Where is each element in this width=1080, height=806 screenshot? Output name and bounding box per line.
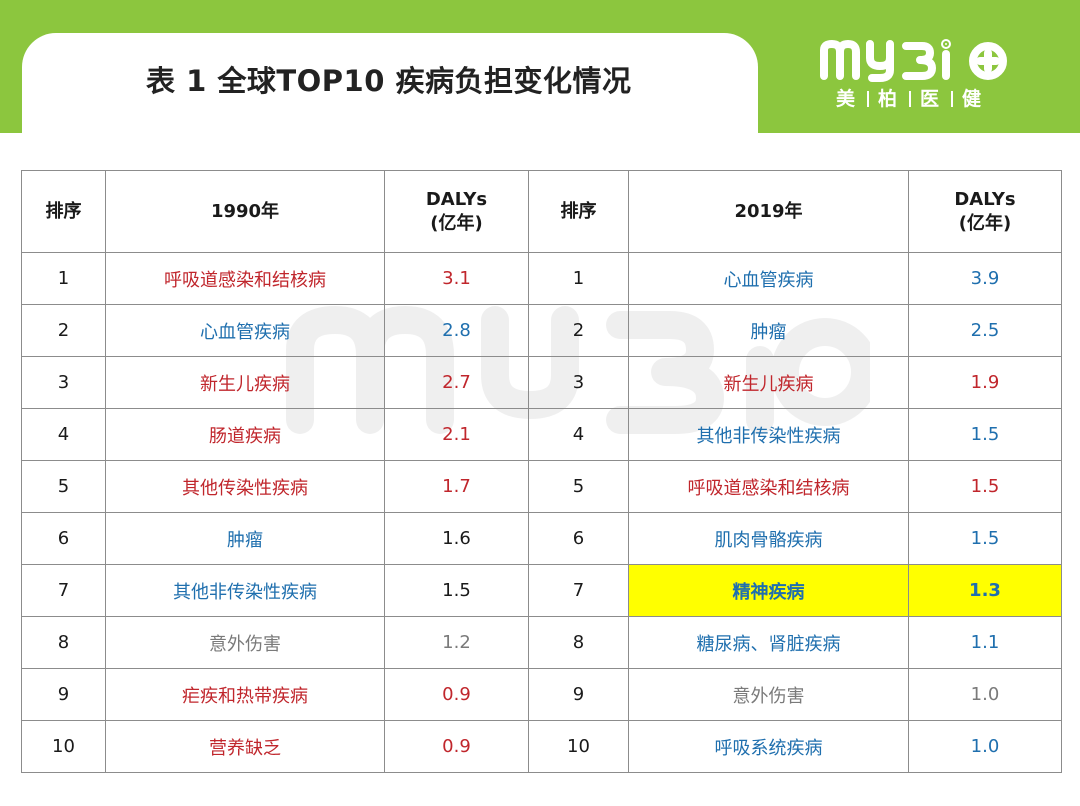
disease-1990-cell: 其他传染性疾病 [105, 460, 385, 513]
dalys-1990-cell: 1.5 [384, 564, 529, 617]
header-dalys-unit: (亿年) [430, 212, 483, 234]
table-header-row: 排序 1990年 DALYs (亿年) 排序 2019年 DALYs (亿年) [21, 170, 1062, 253]
table-row: 9 疟疾和热带疾病 0.9 9 意外伤害 1.0 [21, 668, 1062, 721]
rank-cell: 7 [528, 564, 629, 617]
header-dalys-label: DALYs [425, 188, 488, 210]
header-year-1990: 1990年 [105, 170, 385, 253]
logo-sub-char: 美 [836, 88, 859, 110]
rank-cell: 3 [21, 356, 106, 409]
disease-1990-cell: 疟疾和热带疾病 [105, 668, 385, 721]
dalys-2019-cell: 1.5 [908, 460, 1062, 513]
dalys-1990-cell: 2.7 [384, 356, 529, 409]
header-rank-1990: 排序 [21, 170, 106, 253]
logo-separator [867, 91, 870, 107]
page-title: 表 1 全球TOP10 疾病负担变化情况 [146, 64, 632, 98]
disease-2019-cell: 糖尿病、肾脏疾病 [628, 616, 909, 669]
logo-separator [951, 91, 954, 107]
title-tab [22, 33, 758, 145]
logo-wordmark [820, 39, 1007, 82]
disease-1990-cell: 新生儿疾病 [105, 356, 385, 409]
logo-sub-char: 健 [962, 88, 985, 110]
disease-1990-cell: 肿瘤 [105, 512, 385, 565]
header-dalys-unit: (亿年) [958, 212, 1012, 234]
disease-burden-table: 排序 1990年 DALYs (亿年) 排序 2019年 DALYs (亿年) 1 … [21, 170, 1062, 773]
rank-cell: 8 [528, 616, 629, 669]
disease-2019-cell: 心血管疾病 [628, 252, 909, 305]
dalys-1990-cell: 0.9 [384, 720, 529, 773]
rank-cell: 8 [21, 616, 106, 669]
dalys-2019-cell: 3.9 [908, 252, 1062, 305]
rank-cell: 6 [21, 512, 106, 565]
rank-cell: 3 [528, 356, 629, 409]
header-dalys-2019: DALYs (亿年) [908, 170, 1062, 253]
disease-1990-cell: 呼吸道感染和结核病 [105, 252, 385, 305]
dalys-2019-cell: 1.5 [908, 512, 1062, 565]
dalys-2019-cell: 1.0 [908, 720, 1062, 773]
disease-2019-cell: 呼吸道感染和结核病 [628, 460, 909, 513]
table-row: 3 新生儿疾病 2.7 3 新生儿疾病 1.9 [21, 356, 1062, 409]
disease-2019-cell-highlighted: 精神疾病 [628, 564, 909, 617]
dalys-1990-cell: 2.8 [384, 304, 529, 357]
table-row: 8 意外伤害 1.2 8 糖尿病、肾脏疾病 1.1 [21, 616, 1062, 669]
dalys-2019-cell: 1.5 [908, 408, 1062, 461]
disease-2019-cell: 呼吸系统疾病 [628, 720, 909, 773]
header-year-2019: 2019年 [628, 170, 909, 253]
table-row: 6 肿瘤 1.6 6 肌肉骨骼疾病 1.5 [21, 512, 1062, 565]
rank-cell: 5 [21, 460, 106, 513]
dalys-1990-cell: 1.6 [384, 512, 529, 565]
dalys-1990-cell: 2.1 [384, 408, 529, 461]
logo-separator [909, 91, 912, 107]
table-row: 4 肠道疾病 2.1 4 其他非传染性疾病 1.5 [21, 408, 1062, 461]
rank-cell: 2 [528, 304, 629, 357]
dalys-2019-cell: 1.0 [908, 668, 1062, 721]
dalys-1990-cell: 0.9 [384, 668, 529, 721]
dalys-2019-cell: 1.1 [908, 616, 1062, 669]
disease-1990-cell: 营养缺乏 [105, 720, 385, 773]
disease-2019-cell: 肿瘤 [628, 304, 909, 357]
disease-2019-cell: 新生儿疾病 [628, 356, 909, 409]
rank-cell: 9 [21, 668, 106, 721]
dalys-2019-cell: 1.9 [908, 356, 1062, 409]
dalys-2019-cell: 2.5 [908, 304, 1062, 357]
rank-cell: 10 [528, 720, 629, 773]
table-row: 1 呼吸道感染和结核病 3.1 1 心血管疾病 3.9 [21, 252, 1062, 305]
logo-sub-char: 柏 [878, 88, 901, 110]
dalys-2019-cell-highlighted: 1.3 [908, 564, 1062, 617]
rank-cell: 4 [528, 408, 629, 461]
header-dalys-1990: DALYs (亿年) [384, 170, 529, 253]
dalys-1990-cell: 1.2 [384, 616, 529, 669]
disease-2019-cell: 其他非传染性疾病 [628, 408, 909, 461]
rank-cell: 4 [21, 408, 106, 461]
rank-cell: 10 [21, 720, 106, 773]
disease-1990-cell: 意外伤害 [105, 616, 385, 669]
disease-2019-cell: 意外伤害 [628, 668, 909, 721]
table-row: 2 心血管疾病 2.8 2 肿瘤 2.5 [21, 304, 1062, 357]
header-rank-2019: 排序 [528, 170, 629, 253]
logo-sub-char: 医 [920, 88, 943, 110]
rank-cell: 2 [21, 304, 106, 357]
table-row: 5 其他传染性疾病 1.7 5 呼吸道感染和结核病 1.5 [21, 460, 1062, 513]
table-row: 7 其他非传染性疾病 1.5 7 精神疾病 1.3 [21, 564, 1062, 617]
disease-1990-cell: 其他非传染性疾病 [105, 564, 385, 617]
rank-cell: 5 [528, 460, 629, 513]
disease-1990-cell: 肠道疾病 [105, 408, 385, 461]
dalys-1990-cell: 1.7 [384, 460, 529, 513]
dalys-1990-cell: 3.1 [384, 252, 529, 305]
mybio-logo [818, 36, 1022, 114]
header-dalys-label: DALYs [954, 188, 1016, 210]
rank-cell: 1 [21, 252, 106, 305]
rank-cell: 6 [528, 512, 629, 565]
logo-subtitle: 美柏医健 [836, 84, 984, 111]
rank-cell: 9 [528, 668, 629, 721]
rank-cell: 7 [21, 564, 106, 617]
table-row: 10 营养缺乏 0.9 10 呼吸系统疾病 1.0 [21, 720, 1062, 773]
disease-2019-cell: 肌肉骨骼疾病 [628, 512, 909, 565]
rank-cell: 1 [528, 252, 629, 305]
disease-1990-cell: 心血管疾病 [105, 304, 385, 357]
